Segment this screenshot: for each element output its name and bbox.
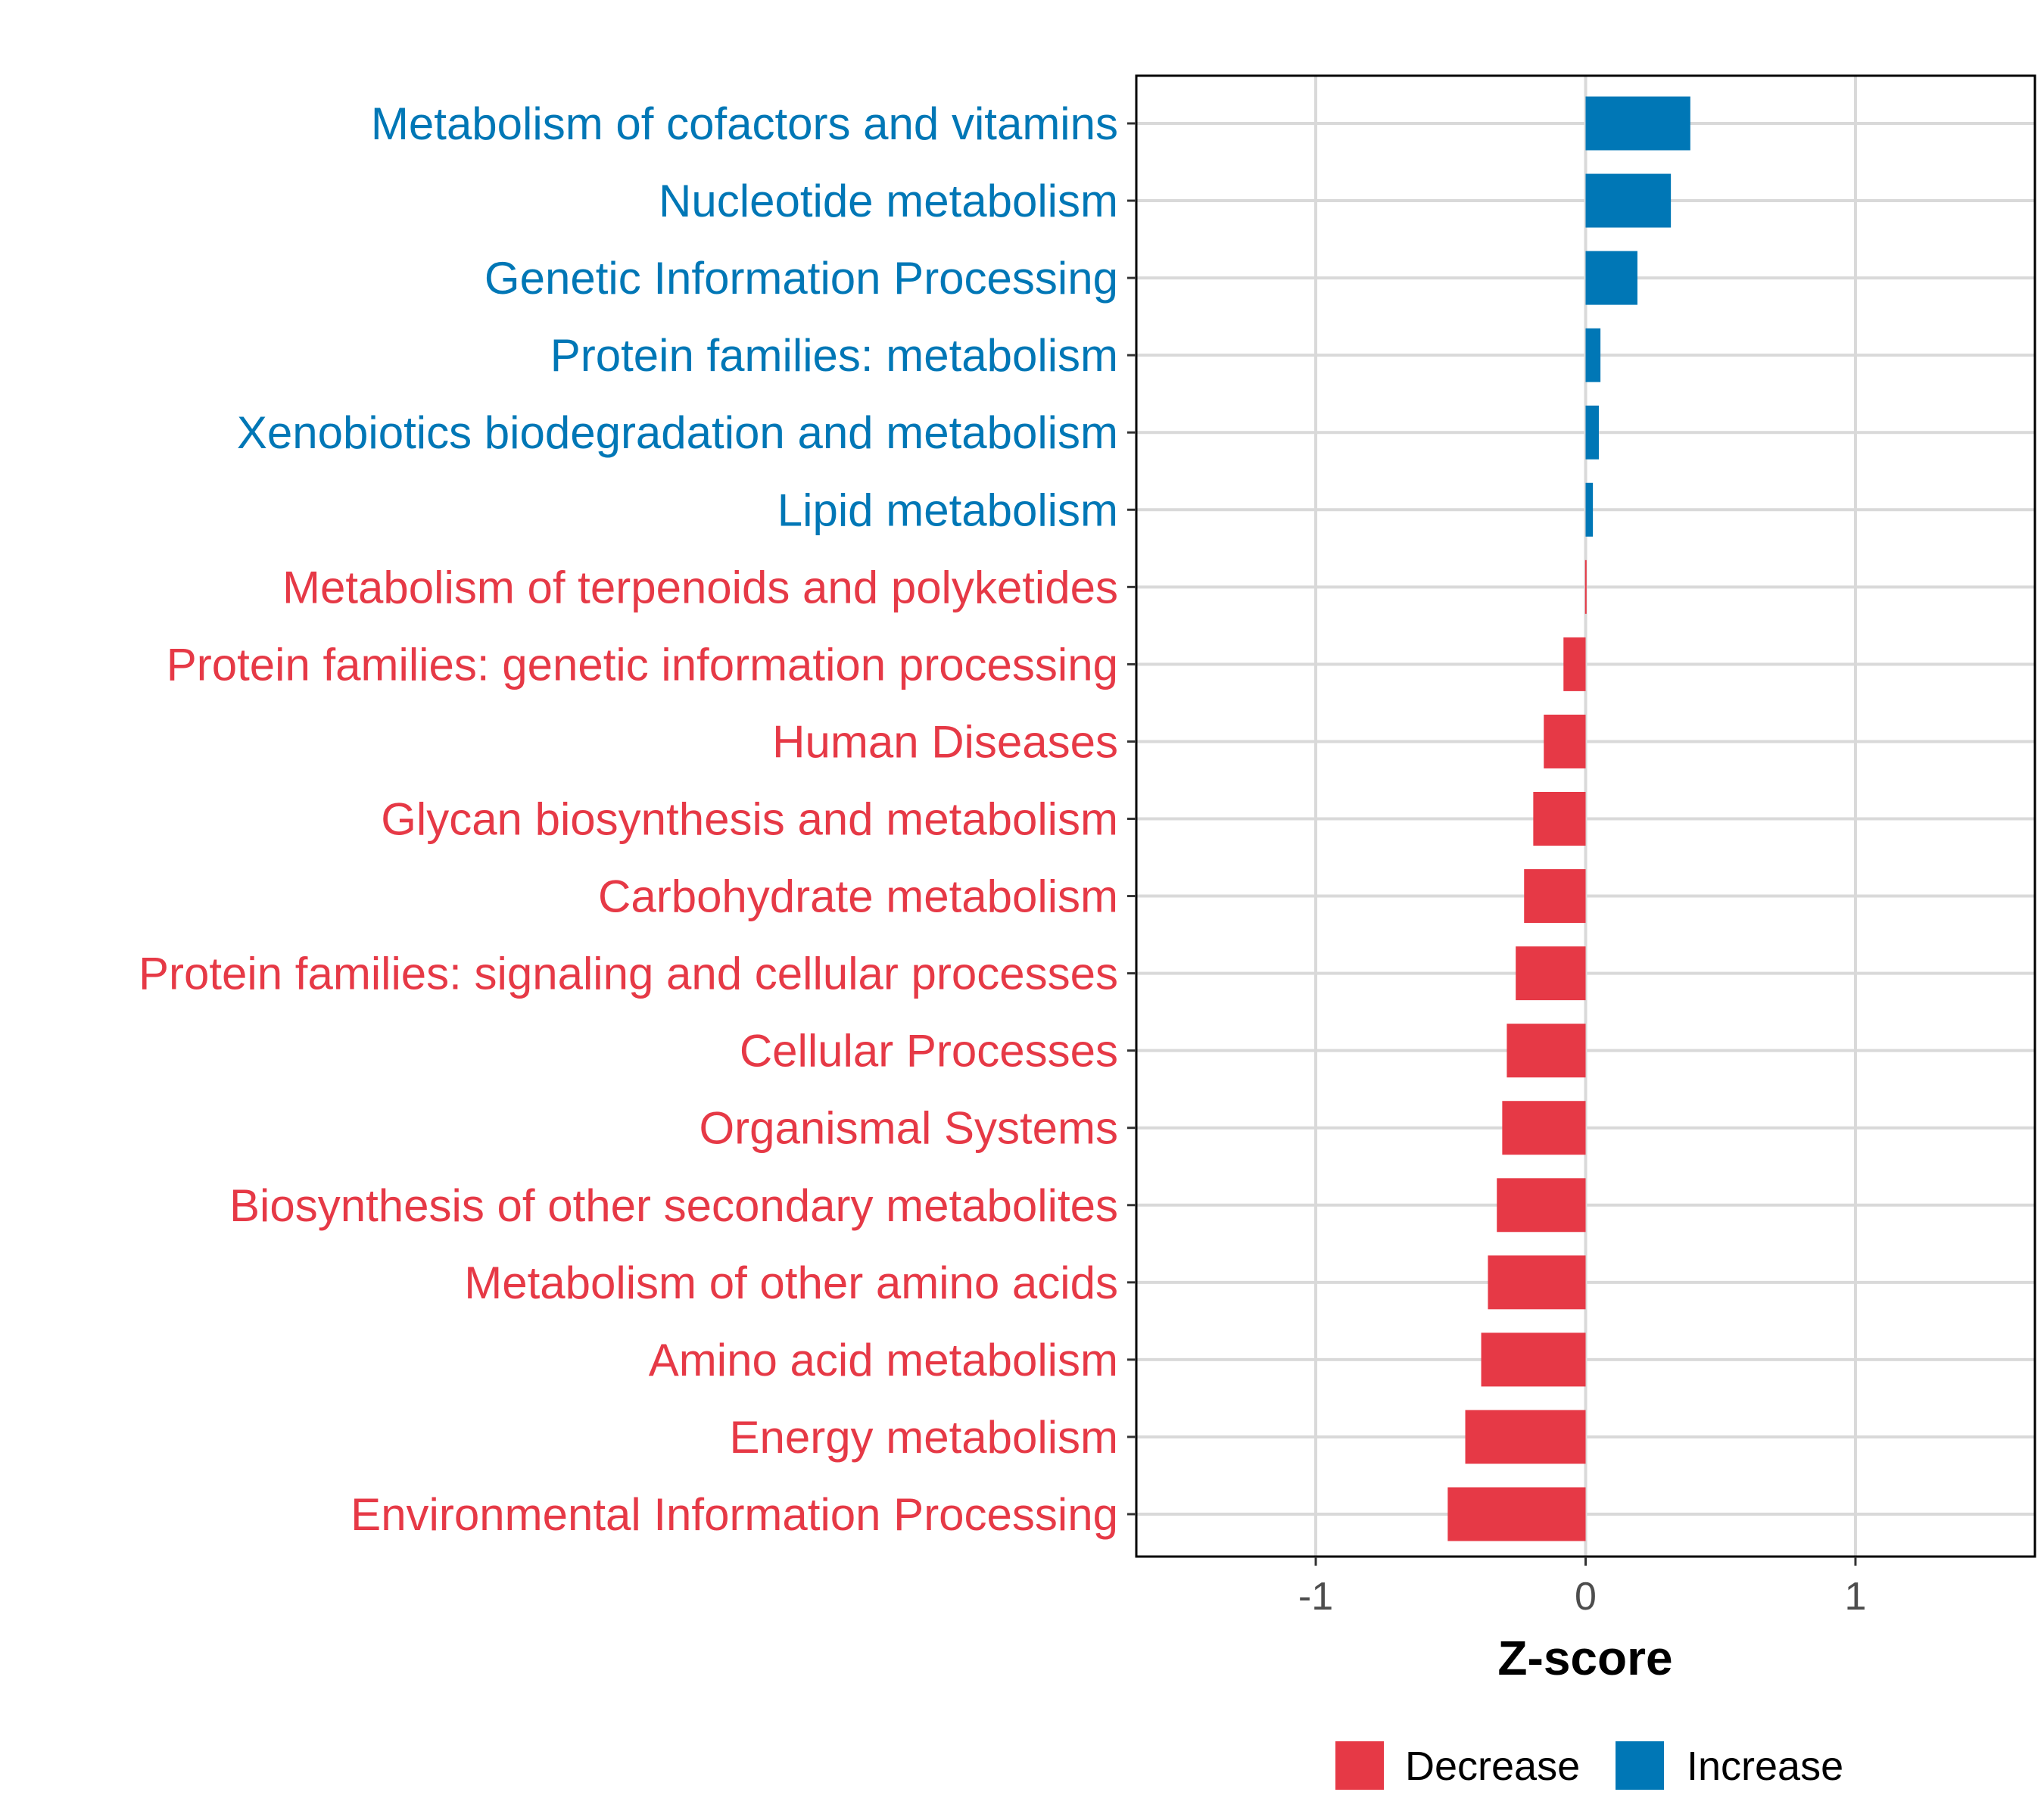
bar [1488,1255,1586,1310]
y-tick-label: Carbohydrate metabolism [598,871,1118,922]
bar [1585,96,1690,151]
y-tick-label: Xenobiotics biodegradation and metabolis… [237,407,1118,458]
y-tick-label: Human Diseases [772,716,1118,767]
legend-swatch-increase [1616,1741,1664,1790]
bar [1507,1024,1586,1078]
y-tick-label: Lipid metabolism [777,485,1118,535]
y-tick-label: Metabolism of cofactors and vitamins [371,98,1118,149]
bar [1447,1487,1586,1541]
y-tick-label: Genetic Information Processing [485,253,1118,304]
bar [1563,637,1586,691]
legend-label-increase: Increase [1687,1744,1843,1789]
y-tick-label: Metabolism of other amino acids [464,1258,1118,1308]
bar [1465,1410,1586,1464]
x-tick-label: 1 [1844,1575,1866,1619]
y-tick-label: Cellular Processes [740,1026,1118,1077]
bar [1533,792,1586,846]
y-tick-label: Energy metabolism [729,1412,1118,1463]
y-tick-label: Nucleotide metabolism [659,176,1118,226]
y-tick-label: Protein families: metabolism [550,330,1118,381]
bar [1585,405,1599,460]
legend: Decrease Increase [1335,1741,1843,1790]
y-tick-label: Organismal Systems [700,1103,1118,1154]
y-tick-label: Protein families: genetic information pr… [167,639,1118,690]
y-tick-label: Amino acid metabolism [649,1335,1118,1385]
y-tick-label: Environmental Information Processing [351,1489,1118,1540]
bar [1516,946,1586,1001]
y-tick-label: Protein families: signaling and cellular… [139,949,1118,999]
bar [1524,869,1586,924]
y-tick-label: Biosynthesis of other secondary metaboli… [229,1180,1118,1231]
bar [1585,482,1594,537]
bar [1544,714,1586,768]
legend-swatch-decrease [1335,1741,1384,1790]
legend-label-decrease: Decrease [1405,1744,1580,1789]
x-tick-label: 0 [1575,1575,1597,1619]
bar [1497,1178,1586,1233]
y-tick-label: Metabolism of terpenoids and polyketides [282,562,1118,612]
x-axis: -1 0 1 [1298,1557,1866,1619]
y-axis: Metabolism of cofactors and vitamins Nucl… [139,98,1136,1540]
x-axis-title: Z-score [1497,1631,1672,1685]
bars [1447,96,1690,1541]
bar [1585,251,1637,305]
bar [1584,559,1587,614]
bar [1585,328,1601,382]
bar [1502,1101,1586,1155]
bar [1585,173,1672,228]
y-tick-label: Glycan biosynthesis and metabolism [381,794,1118,845]
x-tick-label: -1 [1298,1575,1333,1619]
bar [1481,1332,1586,1387]
